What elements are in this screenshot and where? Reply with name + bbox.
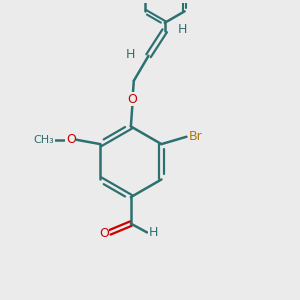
Text: CH₃: CH₃ xyxy=(33,135,54,145)
Text: O: O xyxy=(99,227,109,240)
Text: H: H xyxy=(178,23,187,36)
Text: Br: Br xyxy=(188,130,202,143)
Text: H: H xyxy=(148,226,158,239)
Text: O: O xyxy=(66,133,76,146)
Text: O: O xyxy=(128,93,137,106)
Text: H: H xyxy=(126,48,136,61)
